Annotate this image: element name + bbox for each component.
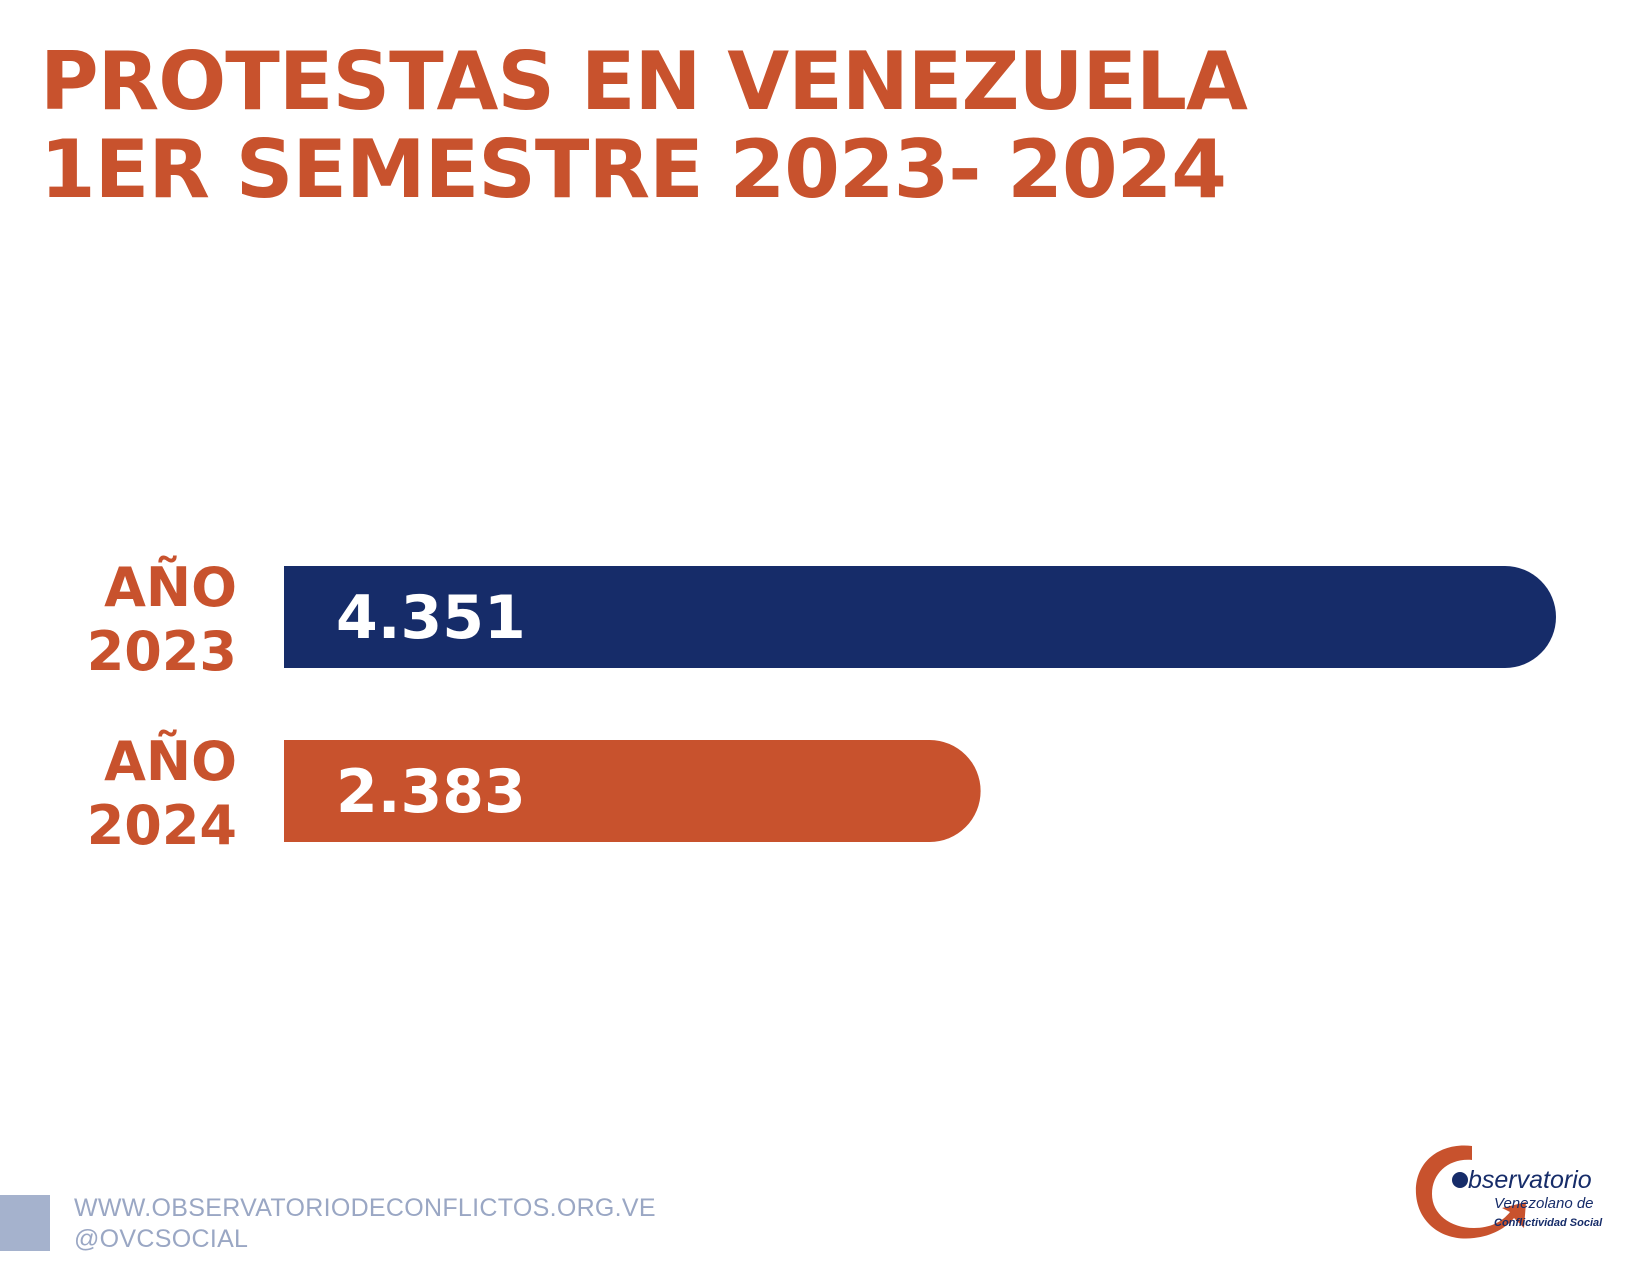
- footer: WWW.OBSERVATORIODECONFLICTOS.ORG.VE @OVC…: [74, 1193, 656, 1255]
- logo-dot-icon: [1452, 1172, 1468, 1188]
- logo-line-2: Venezolano de: [1494, 1195, 1594, 1212]
- bar-value-label: 4.351: [336, 583, 526, 653]
- footer-social[interactable]: @OVCSOCIAL: [74, 1225, 249, 1253]
- bar-2024: [284, 740, 981, 842]
- category-label-line-2: 2023: [87, 620, 237, 683]
- footer-square: [0, 1195, 50, 1251]
- logo-word: bservatorio: [1468, 1166, 1592, 1194]
- footer-url[interactable]: WWW.OBSERVATORIODECONFLICTOS.ORG.VE: [74, 1194, 656, 1222]
- category-label-line-2: 2024: [87, 794, 237, 857]
- bar-value-label: 2.383: [336, 757, 526, 827]
- title-line-2: 1ER SEMESTRE 2023- 2024: [40, 123, 1227, 216]
- category-label-line-1: AÑO: [104, 730, 237, 793]
- page-title: PROTESTAS EN VENEZUELA 1ER SEMESTRE 2023…: [40, 35, 1248, 216]
- category-label-line-1: AÑO: [104, 556, 237, 619]
- observatorio-logo: bservatorio Venezolano de Conflictividad…: [1415, 1145, 1603, 1239]
- title-line-1: PROTESTAS EN VENEZUELA: [40, 35, 1248, 128]
- logo-line-3: Conflictividad Social: [1494, 1217, 1603, 1229]
- bar-2023: [284, 566, 1556, 668]
